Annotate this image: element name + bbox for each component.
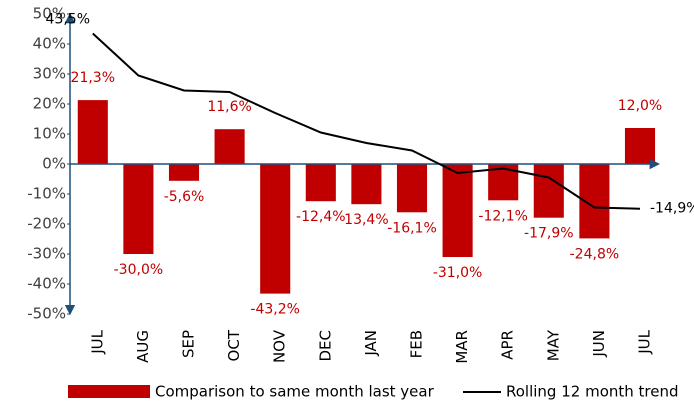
x-tick-label: DEC bbox=[316, 330, 334, 362]
data-label: -5,6% bbox=[164, 189, 205, 205]
bar bbox=[396, 164, 428, 213]
y-tick-label: -50% bbox=[27, 305, 66, 323]
bar bbox=[624, 128, 656, 164]
data-label: 13,4% bbox=[344, 212, 388, 228]
y-tick-label: -20% bbox=[27, 215, 66, 233]
y-tick-label: 10% bbox=[33, 125, 66, 143]
y-tick-label: 20% bbox=[33, 95, 66, 113]
trend-line bbox=[92, 32, 641, 210]
x-tick-label: FEB bbox=[408, 330, 426, 358]
x-tick-label: AUG bbox=[134, 330, 152, 363]
x-tick-label: JUN bbox=[590, 330, 608, 358]
legend-swatch bbox=[68, 385, 150, 398]
data-label: -43,2% bbox=[250, 302, 300, 318]
bar bbox=[260, 164, 291, 294]
data-label: -12,4% bbox=[296, 209, 346, 225]
x-tick-label: MAR bbox=[453, 330, 471, 364]
legend-label: Comparison to same month last year bbox=[155, 383, 435, 401]
bar bbox=[123, 164, 154, 254]
data-label: -31,0% bbox=[433, 265, 483, 281]
y-tick-label: -30% bbox=[27, 245, 66, 263]
x-tick-label: JUL bbox=[636, 329, 654, 354]
data-label: -30,0% bbox=[114, 262, 164, 278]
x-tick-label: SEP bbox=[180, 330, 198, 358]
x-tick-label: JAN bbox=[362, 330, 380, 357]
x-tick-label: JUL bbox=[88, 329, 106, 354]
bar bbox=[351, 164, 382, 205]
data-label: -16,1% bbox=[387, 220, 437, 236]
bar bbox=[305, 164, 336, 202]
data-label: 12,0% bbox=[618, 98, 662, 114]
bar bbox=[214, 129, 245, 164]
bar bbox=[168, 164, 200, 181]
data-label: -12,1% bbox=[478, 208, 528, 224]
data-label: -17,9% bbox=[524, 226, 574, 242]
x-tick-label: OCT bbox=[225, 329, 243, 361]
data-label: -24,8% bbox=[570, 246, 620, 262]
data-label: 43,5% bbox=[46, 12, 90, 28]
data-label: 21,3% bbox=[71, 70, 115, 86]
bar bbox=[77, 100, 108, 164]
data-label: -14,9% bbox=[650, 201, 694, 217]
y-tick-label: 30% bbox=[33, 65, 66, 83]
bar bbox=[533, 164, 564, 218]
legend-label: Rolling 12 month trend bbox=[506, 383, 679, 401]
y-tick-label: 40% bbox=[33, 35, 66, 53]
y-tick-label: -40% bbox=[27, 275, 66, 293]
x-tick-label: MAY bbox=[544, 329, 562, 361]
x-tick-label: APR bbox=[499, 330, 517, 360]
bar bbox=[442, 164, 473, 257]
y-tick-label: 0% bbox=[42, 155, 66, 173]
y-tick-label: 50% bbox=[33, 5, 66, 23]
data-label: 11,6% bbox=[207, 99, 251, 115]
y-tick-label: -10% bbox=[27, 185, 66, 203]
x-tick-label: NOV bbox=[271, 329, 289, 363]
